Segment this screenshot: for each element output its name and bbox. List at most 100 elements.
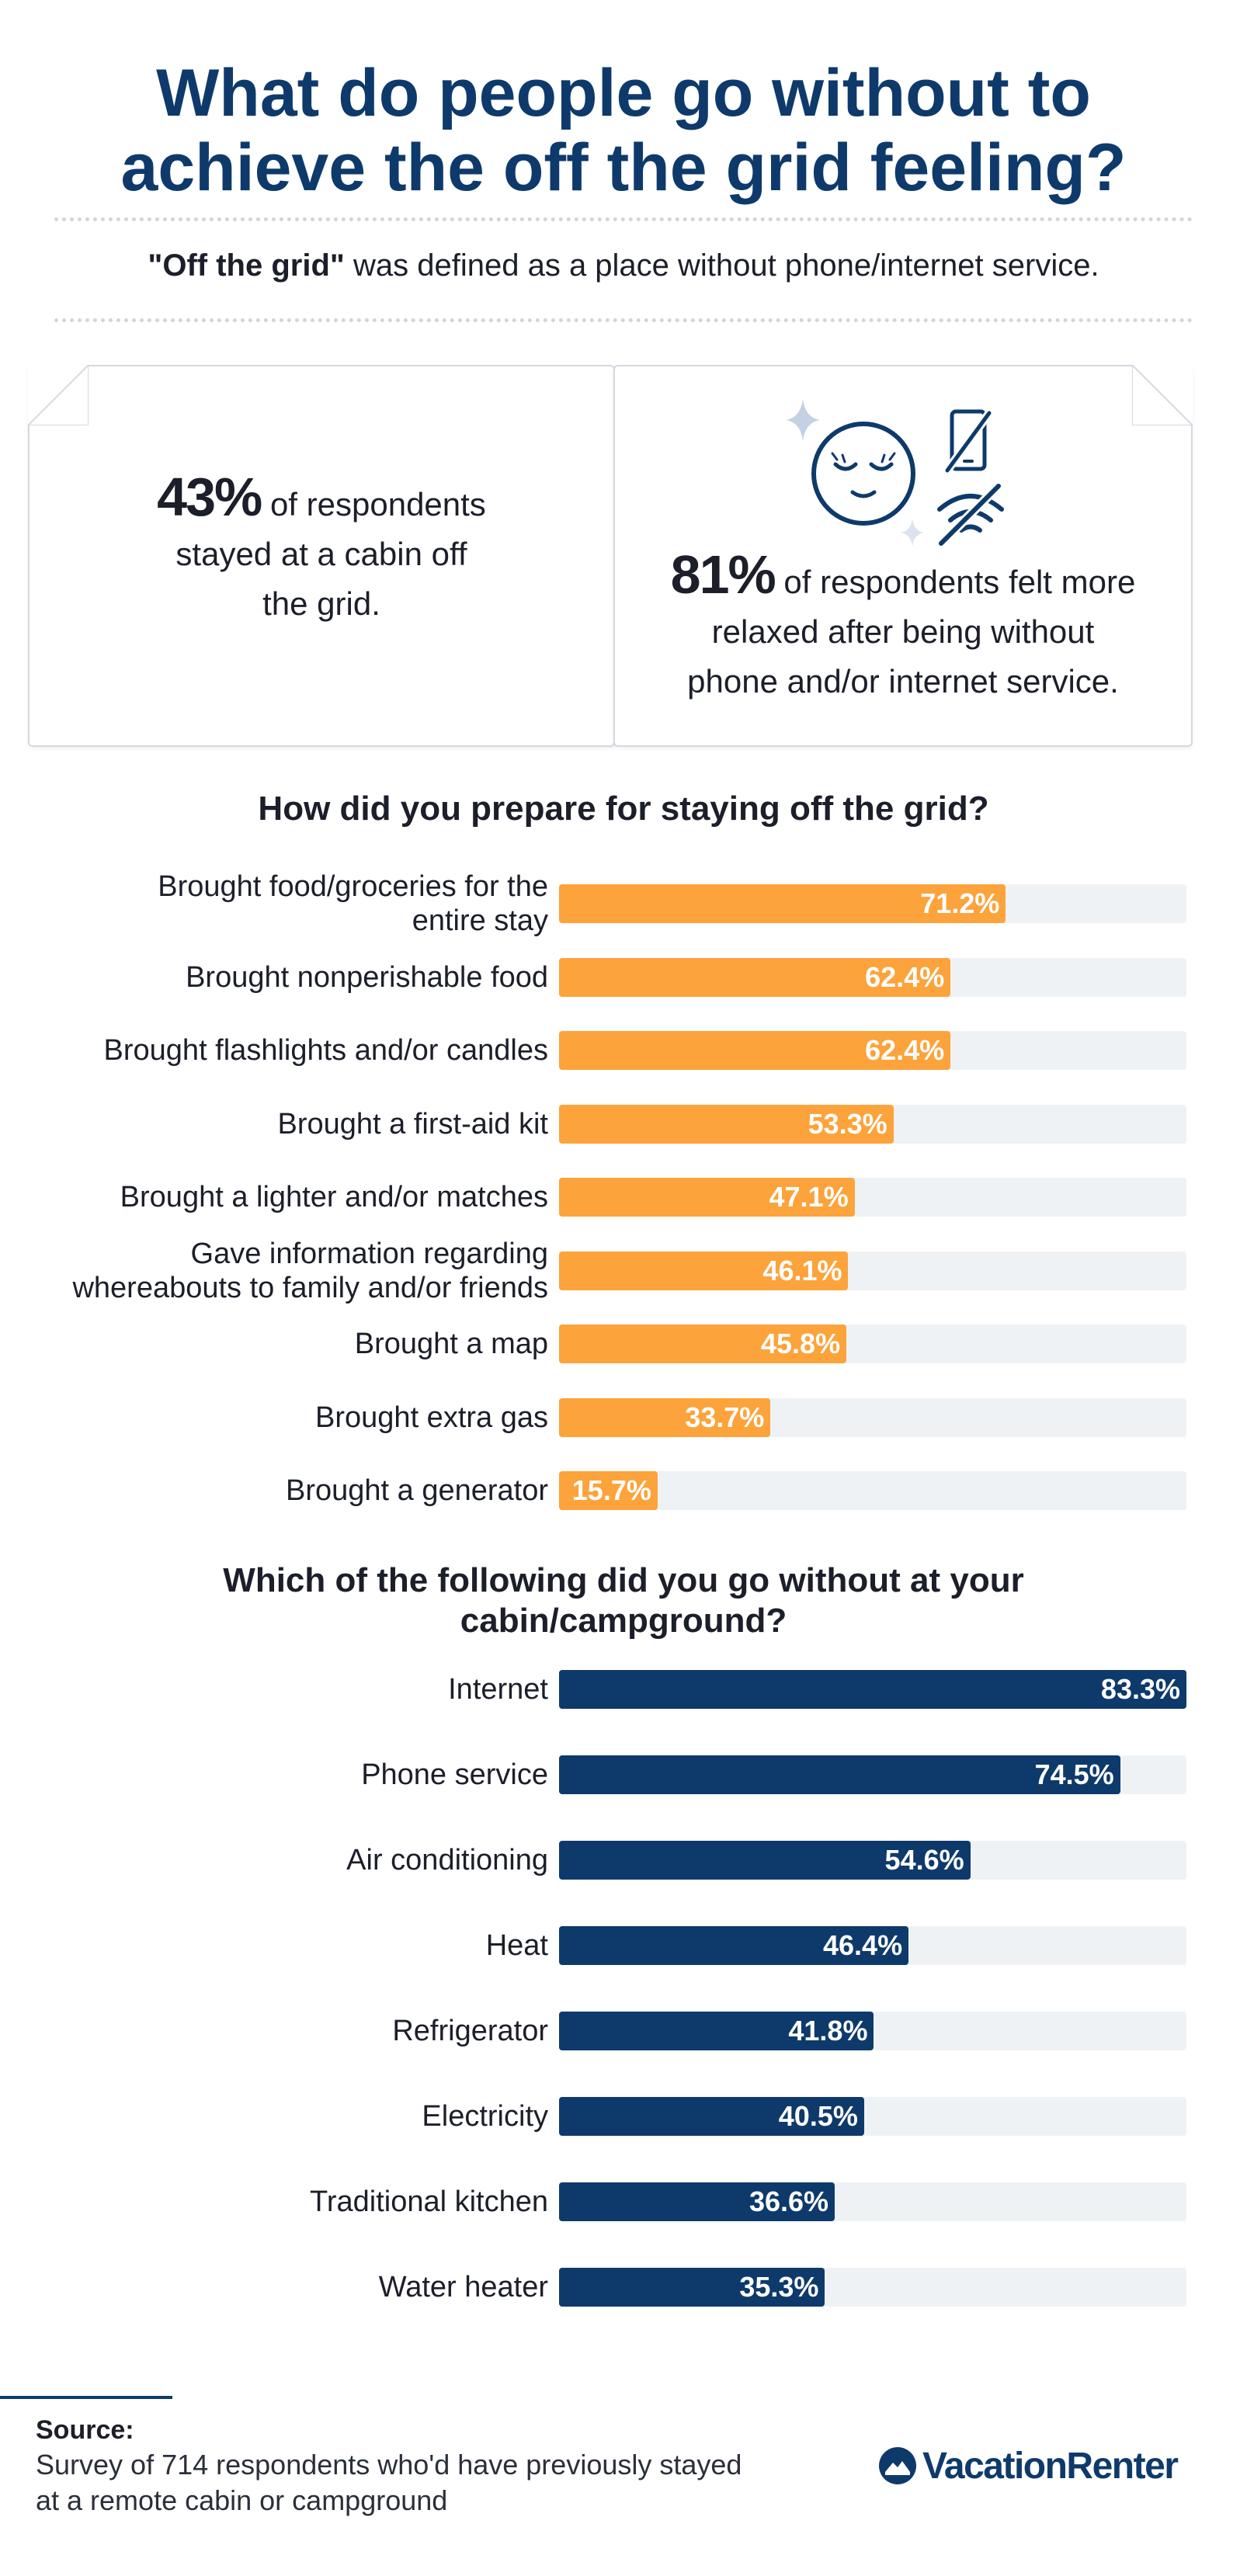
category-label: Brought a generator: [5, 1474, 548, 1508]
bar-track: 46.4%: [559, 1926, 1186, 1965]
category-label: Air conditioning: [5, 1843, 548, 1877]
category-label: Brought food/groceries for the entire sta…: [5, 870, 548, 938]
chart-2-title: Which of the following did you go withou…: [0, 1561, 1247, 1641]
bar: [559, 1178, 855, 1217]
bar: [559, 2012, 874, 2050]
vacationrenter-logo[interactable]: VacationRenter: [877, 2442, 1179, 2489]
data-label: 40.5%: [778, 2100, 858, 2132]
bar-track: 35.3%: [559, 2268, 1186, 2307]
data-label: 83.3%: [1100, 1673, 1180, 1705]
source-text: Survey of 714 respondents who'd have pre…: [36, 2447, 812, 2519]
stat-line-3: phone and/or internet service.: [687, 663, 1119, 700]
category-label-line: Brought extra gas: [315, 1401, 548, 1434]
bar-track: 15.7%: [559, 1471, 1186, 1510]
category-label: Heat: [5, 1929, 548, 1963]
stat-line-2: stayed at a cabin off: [175, 536, 467, 572]
bar-track: 45.8%: [559, 1324, 1186, 1363]
sparkle-icon: [901, 519, 924, 547]
category-label: Traditional kitchen: [5, 2185, 548, 2219]
data-label: 36.6%: [749, 2185, 829, 2217]
bar: [559, 1471, 658, 1510]
title-line-2: achieve the off the grid feeling?: [120, 130, 1127, 205]
category-label: Gave information regarding whereabouts to…: [5, 1237, 548, 1305]
category-label-line: Internet: [448, 1673, 548, 1706]
bar: [559, 1251, 849, 1290]
bar: [559, 2097, 864, 2136]
source-rule: [0, 2396, 172, 2399]
stat-card-relaxed: 81% of respondents felt more relaxed aft…: [613, 365, 1193, 747]
bar-track: 46.1%: [559, 1251, 1186, 1290]
bar-track: 62.4%: [559, 957, 1186, 997]
bar: [559, 1324, 847, 1363]
category-label-line: Water heater: [378, 2271, 548, 2303]
category-label-line: Brought a generator: [285, 1474, 548, 1507]
data-label: 33.7%: [685, 1401, 765, 1433]
category-label-line: Brought a map: [354, 1328, 548, 1360]
source-line-2: at a remote cabin or campground: [36, 2484, 448, 2516]
divider-top: [54, 217, 1193, 221]
page-fold-icon: [28, 365, 89, 425]
bar-track: 41.8%: [559, 2012, 1186, 2050]
category-label: Brought a lighter and/or matches: [5, 1180, 548, 1214]
category-label-line: Brought a first-aid kit: [277, 1107, 548, 1140]
data-label: 35.3%: [739, 2271, 819, 2303]
chart-1-title: How did you prepare for staying off the …: [258, 790, 989, 828]
definition-rest: was defined as a place without phone/int…: [344, 248, 1099, 283]
relaxed-face-icon: [811, 422, 915, 526]
data-label: 46.4%: [823, 1929, 903, 1961]
category-label-line: Brought a lighter and/or matches: [120, 1181, 548, 1213]
category-label: Phone service: [5, 1758, 548, 1792]
category-label: Refrigerator: [5, 2014, 548, 2048]
category-label-line: Brought food/groceries for the: [158, 870, 548, 903]
bar: [559, 1755, 1120, 1794]
bar-track: 33.7%: [559, 1397, 1186, 1437]
bar-track: 36.6%: [559, 2182, 1186, 2221]
page-title: What do people go without to achieve the…: [0, 56, 1247, 205]
category-label-line: Phone service: [361, 1758, 548, 1791]
data-label: 54.6%: [884, 1844, 964, 1876]
category-label: Brought a first-aid kit: [5, 1107, 548, 1141]
category-label-line: Traditional kitchen: [310, 2185, 548, 2218]
data-label: 46.1%: [762, 1254, 842, 1286]
data-label: 45.8%: [761, 1328, 841, 1359]
bar: [559, 2182, 835, 2221]
bar-track: 53.3%: [559, 1104, 1186, 1144]
category-label: Brought flashlights and/or candles: [5, 1033, 548, 1068]
category-label: Water heater: [5, 2270, 548, 2304]
vacationrenter-logo-icon: [879, 2447, 916, 2484]
bar-track: 74.5%: [559, 1755, 1186, 1794]
stat-text-relaxed: 81% of respondents felt more relaxed aft…: [615, 547, 1191, 706]
no-wifi-icon: [936, 481, 1004, 547]
bar: [559, 1926, 909, 1965]
category-label-line: Brought flashlights and/or candles: [103, 1034, 548, 1067]
category-label-line: entire stay: [412, 904, 548, 937]
stat-value: 43%: [157, 467, 262, 527]
stat-text-cabin: 43% of respondents stayed at a cabin off…: [30, 470, 613, 629]
divider-bottom: [54, 318, 1193, 322]
definition-bold: "Off the grid": [148, 248, 345, 283]
stat-line-1: of respondents: [261, 486, 486, 522]
stat-value: 81%: [670, 544, 776, 605]
page-fold-icon: [1132, 365, 1193, 425]
bar-track: 40.5%: [559, 2097, 1186, 2136]
data-label: 47.1%: [769, 1181, 849, 1213]
bar-track: 47.1%: [559, 1178, 1186, 1217]
category-label-line: Brought nonperishable food: [186, 960, 548, 994]
no-phone-icon: [943, 408, 994, 474]
source-heading: Source:: [36, 2415, 134, 2445]
chart-2-title-line-2: cabin/campground?: [460, 1602, 787, 1640]
title-line-1: What do people go without to: [156, 56, 1091, 130]
category-label: Internet: [5, 1672, 548, 1706]
category-label: Brought nonperishable food: [5, 960, 548, 995]
bar-track: 54.6%: [559, 1841, 1186, 1880]
data-label: 74.5%: [1034, 1758, 1114, 1790]
stat-line-3: the grid.: [262, 585, 380, 622]
bar: [559, 1104, 894, 1144]
bar: [559, 957, 951, 997]
bar-track: 83.3%: [559, 1670, 1186, 1709]
bar: [559, 1031, 951, 1070]
bar: [559, 2268, 825, 2307]
stat-card-cabin: 43% of respondents stayed at a cabin off…: [28, 365, 615, 747]
definition-text: "Off the grid" was defined as a place wi…: [0, 247, 1247, 284]
source-line-1: Survey of 714 respondents who'd have pre…: [36, 2449, 742, 2481]
